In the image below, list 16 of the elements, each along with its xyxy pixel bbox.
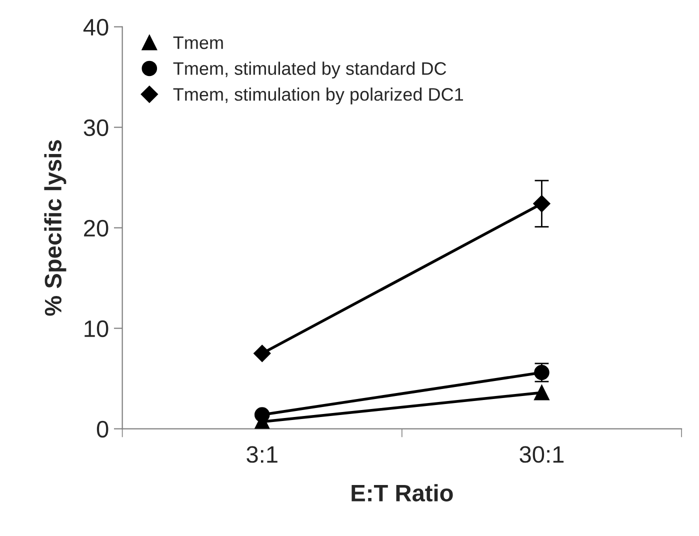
legend-label: Tmem (173, 36, 223, 50)
y-axis-title: % Specific lysis (44, 140, 66, 316)
y-tick-label: 40 (83, 18, 108, 36)
legend-label: Tmem, stimulation by polarized DC1 (173, 88, 463, 104)
point (534, 384, 550, 400)
y-tick-label: 30 (84, 119, 108, 136)
x-tick-label: 3:1 (246, 446, 278, 463)
legend-label: Tmem, stimulated by standard DC (173, 62, 446, 79)
point (533, 195, 550, 212)
x-tick-label: 30:1 (520, 446, 564, 463)
x-axis-title: E:T Ratio (352, 484, 453, 502)
point (254, 407, 270, 422)
point (254, 344, 271, 362)
y-tick-label: 10 (84, 320, 108, 338)
y-tick-label: 0 (96, 420, 108, 438)
y-tick-label: 20 (84, 220, 108, 237)
